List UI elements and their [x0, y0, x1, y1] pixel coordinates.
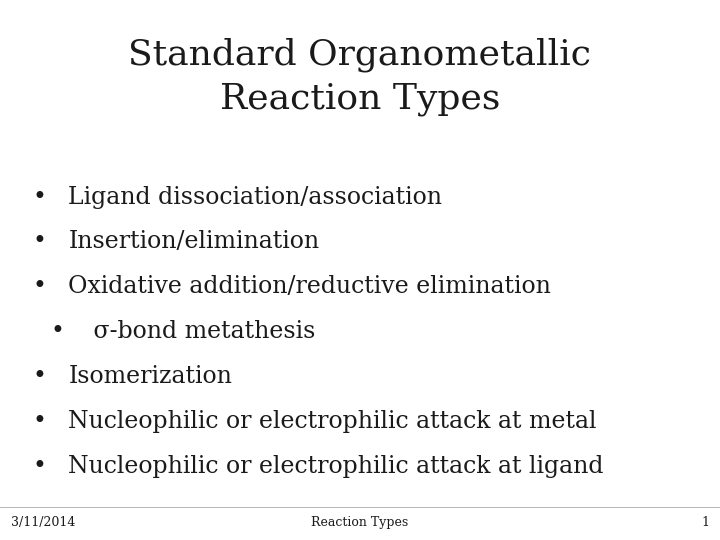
Text: •: •: [32, 231, 47, 253]
Text: Nucleophilic or electrophilic attack at ligand: Nucleophilic or electrophilic attack at …: [68, 455, 604, 477]
Text: •: •: [32, 275, 47, 298]
Text: Nucleophilic or electrophilic attack at metal: Nucleophilic or electrophilic attack at …: [68, 410, 597, 433]
Text: Reaction Types: Reaction Types: [311, 516, 409, 529]
Text: •: •: [32, 186, 47, 208]
Text: Oxidative addition/reductive elimination: Oxidative addition/reductive elimination: [68, 275, 552, 298]
Text: •: •: [32, 455, 47, 477]
Text: 3/11/2014: 3/11/2014: [11, 516, 75, 529]
Text: Standard Organometallic
Reaction Types: Standard Organometallic Reaction Types: [128, 38, 592, 116]
Text: •: •: [32, 365, 47, 388]
Text: 1: 1: [701, 516, 709, 529]
Text: Ligand dissociation/association: Ligand dissociation/association: [68, 186, 442, 208]
Text: •: •: [50, 320, 65, 343]
Text: Isomerization: Isomerization: [68, 365, 233, 388]
Text: σ-bond metathesis: σ-bond metathesis: [86, 320, 316, 343]
Text: Insertion/elimination: Insertion/elimination: [68, 231, 320, 253]
Text: •: •: [32, 410, 47, 433]
